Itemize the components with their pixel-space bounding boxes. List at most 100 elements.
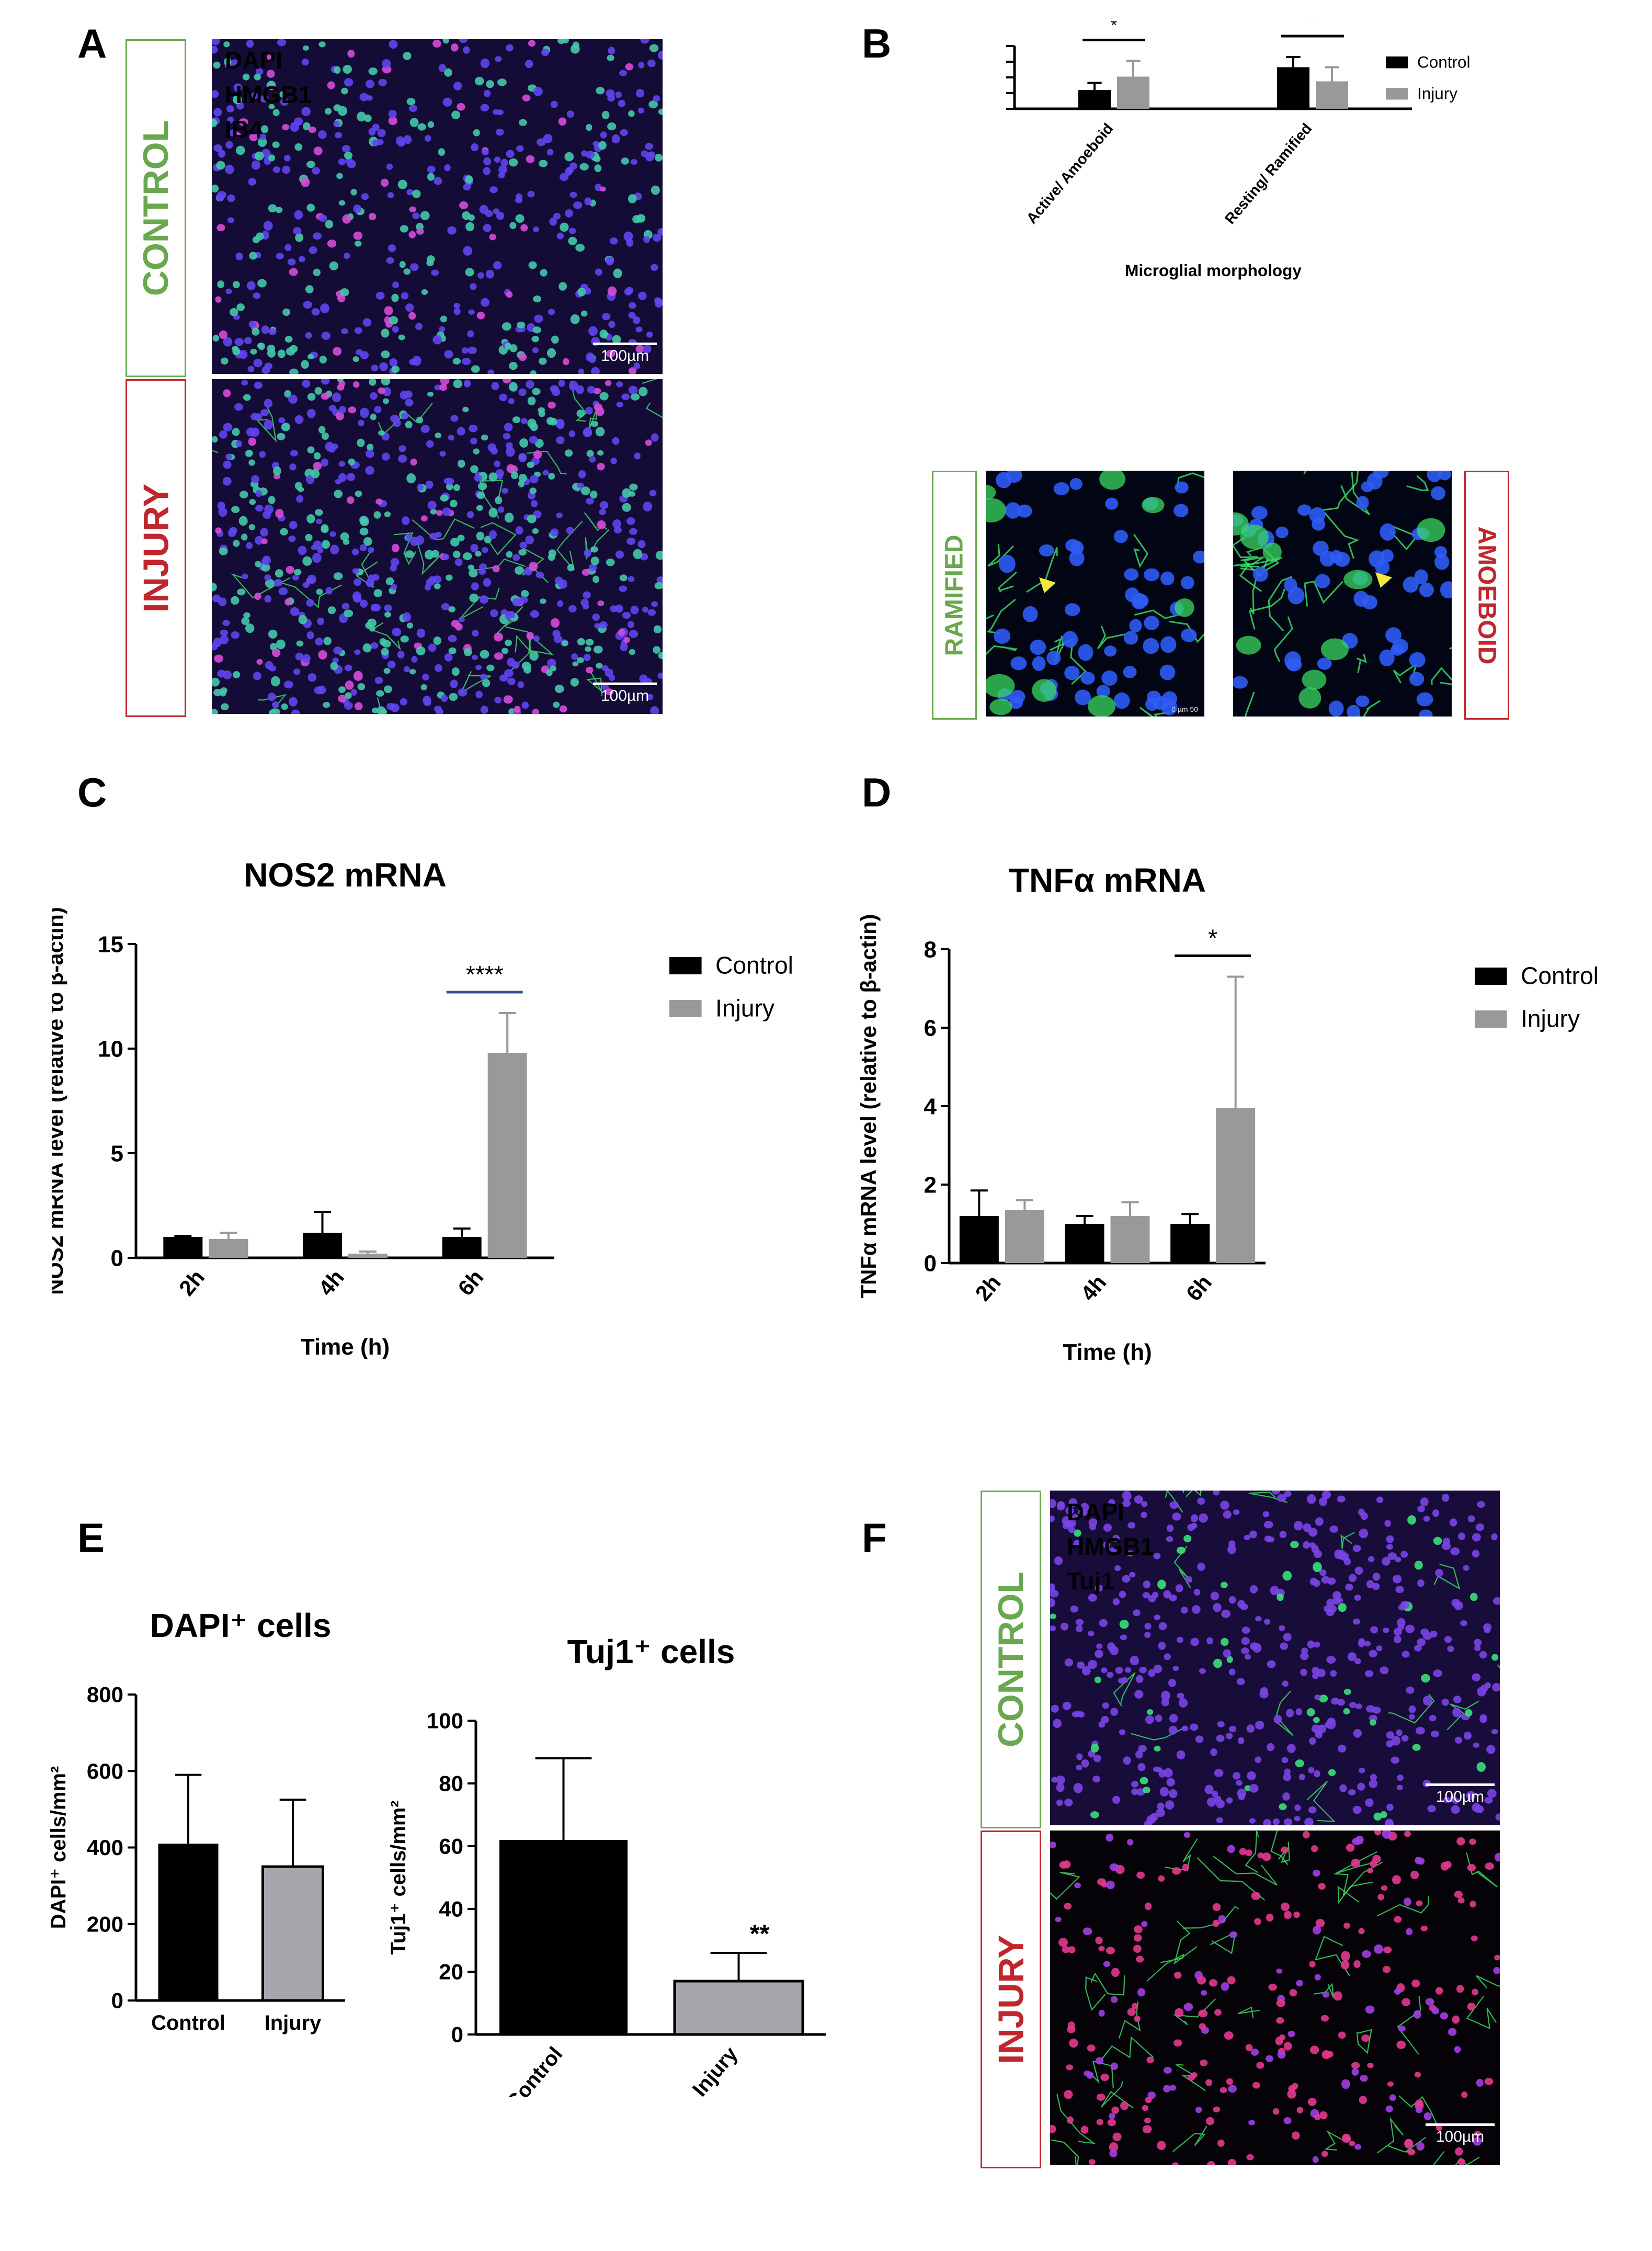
chart-e1-y-tick-label: 0 — [111, 1988, 123, 2013]
chart-d-x-label: Time (h) — [1063, 1339, 1152, 1365]
chart-b-bar-control-active-amoeboid — [1078, 90, 1111, 109]
chart-e2-category-label: Injury — [688, 2043, 743, 2097]
chart-c-y-tick-label: 0 — [111, 1245, 123, 1271]
chart-e1-y-label: DAPI⁺ cells/mm² — [47, 1766, 70, 1929]
chart-c-bar-control-4h — [303, 1233, 342, 1258]
panel-b-letter: B — [862, 20, 892, 66]
chart-e1-y-tick-label: 400 — [87, 1835, 123, 1860]
panel-b-ramified-micrograph: 0 µm 50 — [986, 471, 1204, 717]
chart-c-y-tick-label: 15 — [98, 931, 123, 957]
panel-f-channel-tuj1: Tuj1 — [1067, 1567, 1115, 1595]
panel-b-amoeboid-label-box: AMOEBOID — [1464, 471, 1509, 720]
panel-b-ramified-scale-text: 0 µm 50 — [1171, 705, 1198, 713]
chart-c-bar-injury-2h — [209, 1239, 248, 1258]
chart-d-legend-label-injury: Injury — [1521, 1005, 1580, 1032]
chart-d-bar-injury-4h — [1110, 1216, 1150, 1263]
panel-b-amoeboid-label: AMOEBOID — [1473, 526, 1501, 664]
chart-d-y-tick-label: 8 — [924, 937, 937, 962]
chart-e2-category-label: Control — [502, 2043, 567, 2097]
chart-e2-y-tick-label: 100 — [427, 1709, 463, 1733]
chart-e1-category-label: Control — [151, 2011, 225, 2034]
chart-e2-y-tick-label: 60 — [439, 1834, 463, 1859]
chart-c-significance-label: **** — [466, 961, 504, 988]
chart-d-y-tick-label: 6 — [924, 1015, 937, 1041]
panel-a-control-micrograph — [212, 39, 663, 374]
panel-b-ramified-label: RAMIFIED — [940, 535, 969, 656]
panel-c-chart: NOS2 mRNA 0 5 10 15 NOS2 mRNA level (relative… — [52, 856, 793, 1360]
chart-c-bar-injury-6h — [487, 1053, 527, 1258]
chart-d-legend-label-control: Control — [1521, 962, 1599, 990]
panel-d-chart: TNFα mRNA 0 2 4 6 8 TNFα mRNA level (relative … — [858, 861, 1599, 1365]
chart-b-significance-label: * — [1111, 21, 1117, 35]
chart-b-legend-swatch-injury — [1386, 88, 1408, 100]
panel-a-control-label-box: CONTROL — [126, 39, 186, 377]
panel-a-injury-label: INJURY — [136, 483, 176, 613]
chart-e2-bar-injury-injury — [673, 1980, 804, 2036]
chart-d-category-label: 6h — [1181, 1270, 1216, 1306]
chart-c-legend-swatch-injury — [669, 1000, 702, 1017]
chart-c-y-tick-label: 10 — [98, 1036, 123, 1062]
panel-a-control-scale-bar: 100µm — [591, 343, 659, 365]
panel-a-injury-micrograph — [212, 379, 663, 714]
panel-f-injury-scale-text: 100µm — [1435, 2128, 1485, 2145]
chart-b-legend-label-injury: Injury — [1417, 84, 1457, 103]
chart-b-bar-injury-active-amoeboid — [1117, 76, 1149, 109]
panel-f-channel-dapi: DAPI — [1067, 1498, 1124, 1526]
panel-b-ramified-arrowhead-icon — [1039, 577, 1056, 593]
chart-d-category-label: 2h — [970, 1270, 1005, 1306]
chart-e2-y-tick-label: 40 — [439, 1897, 463, 1922]
panel-f-injury-micrograph — [1050, 1831, 1500, 2165]
chart-c-legend-swatch-control — [669, 957, 702, 974]
chart-d-y-label: TNFα mRNA level (relative to β-actin) — [858, 914, 881, 1299]
chart-d-y-tick-label: 0 — [924, 1250, 937, 1276]
chart-d-category-label: 4h — [1076, 1270, 1111, 1306]
panel-b-amoeboid-micrograph — [1233, 471, 1452, 717]
panel-f-letter: F — [862, 1515, 887, 1561]
chart-e1-category-label: Injury — [265, 2011, 322, 2034]
panel-a-channel-hmgb1: HMGB1 — [225, 81, 312, 108]
chart-b-bar-control-resting-ramified — [1277, 67, 1309, 109]
chart-b-category-label: Active/ Amoeboid — [1023, 120, 1117, 227]
chart-d-bar-control-6h — [1170, 1224, 1210, 1263]
chart-e2-bar-control-control — [499, 1840, 628, 2034]
panel-f-control-label-box: CONTROL — [981, 1491, 1041, 1828]
chart-c-bar-control-6h — [442, 1237, 482, 1258]
panel-f-channel-hmgb1: HMGB1 — [1067, 1533, 1154, 1560]
panel-a-letter: A — [77, 20, 107, 66]
panel-b-ramified-label-box: RAMIFIED — [932, 471, 977, 720]
chart-d-title: TNFα mRNA — [1009, 861, 1206, 899]
chart-e1-bar-control-control — [158, 1844, 219, 2000]
chart-e2-y-label: Tuj1⁺ cells/mm² — [387, 1800, 410, 1954]
panel-a-injury-scale-text: 100µm — [600, 687, 650, 704]
chart-b-x-label: Microglial morphology — [1125, 261, 1302, 280]
chart-e1-title: DAPI⁺ cells — [150, 1607, 332, 1644]
chart-c-legend-label-control: Control — [715, 952, 793, 979]
chart-e2-title: Tuj1⁺ cells — [567, 1633, 735, 1670]
panel-f-control-scale-bar: 100µm — [1423, 1783, 1497, 1806]
chart-e1-y-tick-label: 800 — [87, 1682, 123, 1707]
chart-e2-y-tick-label: 20 — [439, 1960, 463, 1984]
chart-d-bar-control-4h — [1065, 1224, 1104, 1263]
chart-d-y-tick-label: 2 — [924, 1172, 937, 1198]
panel-e-dapi-chart: DAPI⁺ cells 0 200 400 600 800 DAPI⁺ cells/mm² C… — [47, 1607, 345, 2034]
panel-f-injury-scale-bar: 100µm — [1423, 2123, 1497, 2146]
chart-b-bar-injury-resting-ramified — [1316, 81, 1348, 109]
chart-d-y-tick-label: 4 — [924, 1094, 937, 1119]
chart-c-bar-injury-4h — [348, 1254, 388, 1258]
panel-a-channel-ib4: IB4 — [225, 116, 263, 143]
chart-d-legend-swatch-injury — [1475, 1010, 1507, 1028]
chart-c-x-label: Time (h) — [301, 1334, 390, 1360]
panel-a-injury-scale-bar: 100µm — [591, 683, 659, 705]
panel-f-control-micrograph — [1050, 1491, 1500, 1825]
chart-e2-significance-label: ** — [750, 1920, 770, 1948]
chart-c-category-label: 6h — [453, 1265, 488, 1301]
chart-e2-y-tick-label: 80 — [439, 1771, 463, 1796]
panel-a-injury-label-box: INJURY — [126, 379, 186, 717]
panel-a-control-label: CONTROL — [136, 120, 176, 297]
chart-c-legend-label-injury: Injury — [715, 995, 774, 1022]
chart-e1-y-tick-label: 200 — [87, 1912, 123, 1936]
panel-c-letter: C — [77, 769, 107, 815]
chart-c-y-label: NOS2 mRNA level (relative to β-actin) — [52, 907, 67, 1295]
chart-d-bar-control-2h — [959, 1216, 999, 1263]
